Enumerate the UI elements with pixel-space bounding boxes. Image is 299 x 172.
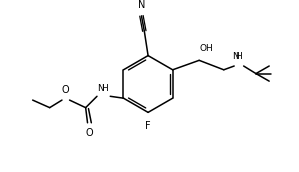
Text: F: F — [145, 121, 151, 131]
Text: O: O — [86, 127, 93, 138]
Text: N: N — [138, 0, 145, 10]
Text: N: N — [97, 84, 104, 93]
Text: OH: OH — [200, 44, 213, 53]
Text: H: H — [101, 84, 108, 93]
Text: O: O — [62, 85, 70, 95]
Text: N: N — [232, 52, 239, 61]
Text: H: H — [236, 52, 242, 61]
